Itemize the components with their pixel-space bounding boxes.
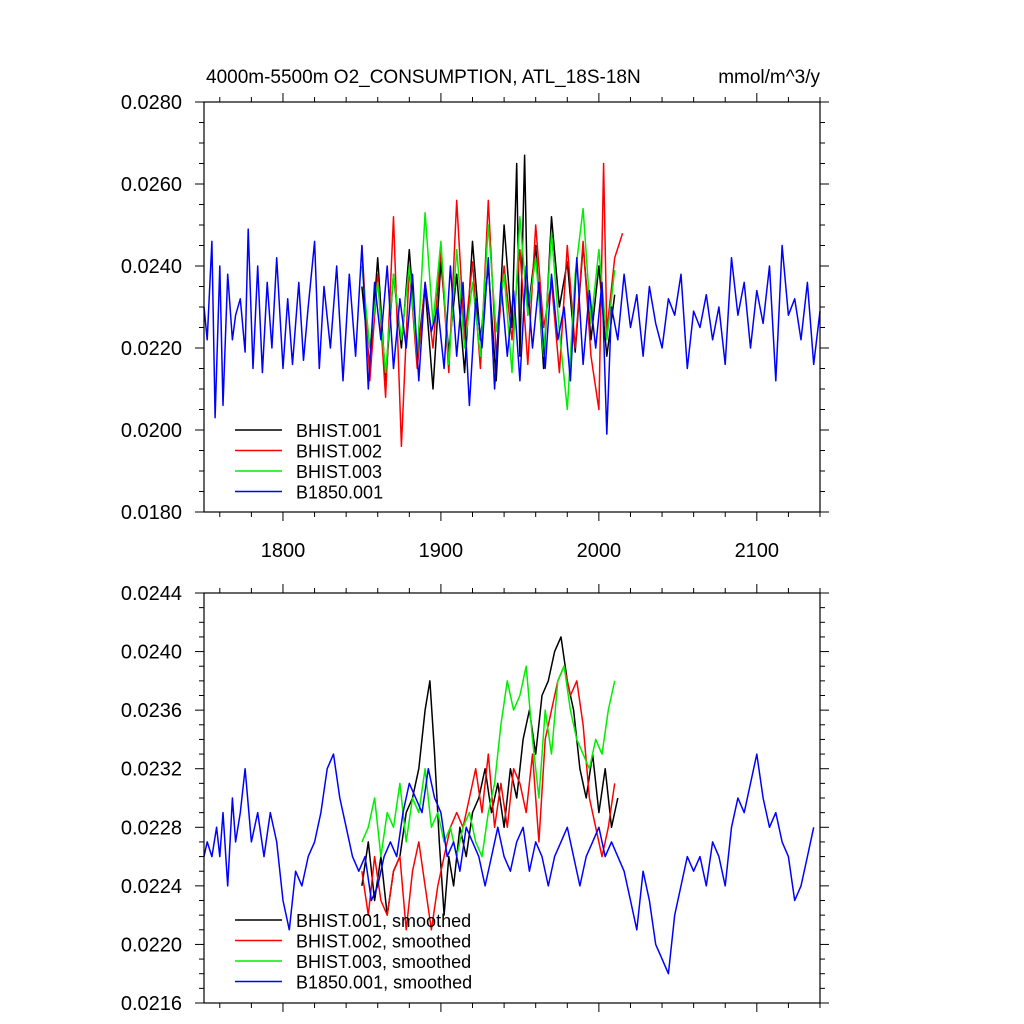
legend-label-3: B1850.001, smoothed — [296, 973, 472, 993]
y-tick-label: 0.0200 — [121, 420, 182, 442]
legend-label-2: BHIST.003 — [296, 462, 382, 482]
top-panel-title: 4000m-5500m O2_CONSUMPTION, ATL_18S-18N — [206, 67, 641, 88]
series-line-2 — [361, 665, 616, 858]
top-plot-frame — [203, 101, 821, 513]
bottom-plot-frame — [203, 592, 821, 1004]
y-tick-label: 0.0224 — [121, 876, 182, 898]
x-tick-label: 1800 — [261, 540, 306, 562]
top-panel-units: mmol/m^3/y — [718, 67, 820, 88]
legend-label-0: BHIST.001, smoothed — [296, 911, 471, 931]
top-panel: 4000m-5500m O2_CONSUMPTION, ATL_18S-18N … — [121, 67, 829, 562]
y-tick-label: 0.0236 — [121, 700, 182, 722]
series-line-1 — [361, 665, 616, 931]
y-tick-label: 0.0228 — [121, 817, 182, 839]
legend-label-1: BHIST.002 — [296, 442, 382, 462]
y-tick-label: 0.0260 — [121, 174, 182, 196]
x-tick-label: 2100 — [735, 540, 780, 562]
y-tick-label: 0.0180 — [121, 502, 182, 524]
y-tick-label: 0.0280 — [121, 92, 182, 114]
series-line-2 — [361, 207, 616, 411]
y-tick-label: 0.0216 — [121, 993, 182, 1015]
top-axis-layer: 0.0180 0.0200 0.0220 0.0240 0.0260 0.0280 1800… — [121, 92, 829, 562]
legend-label-2: BHIST.003, smoothed — [296, 952, 471, 972]
series-line-0 — [361, 636, 619, 916]
y-tick-label: 0.0240 — [121, 642, 182, 664]
top-series-layer — [203, 154, 821, 448]
bottom-panel: 0.0216 0.0220 0.0224 0.0228 0.0232 0.0236 0.02… — [121, 583, 829, 1015]
y-tick-label: 0.0220 — [121, 338, 182, 360]
legend-label-1: BHIST.002, smoothed — [296, 932, 471, 952]
bottom-axis-layer: 0.0216 0.0220 0.0224 0.0228 0.0232 0.0236 0.02… — [121, 583, 829, 1015]
bottom-series-layer — [203, 636, 815, 975]
x-tick-label: 1900 — [419, 540, 464, 562]
legend-label-0: BHIST.001 — [296, 421, 382, 441]
series-line-3 — [203, 753, 815, 975]
legend-label-3: B1850.001 — [296, 483, 383, 503]
y-tick-label: 0.0220 — [121, 934, 182, 956]
x-tick-label: 2000 — [577, 540, 622, 562]
y-tick-label: 0.0232 — [121, 759, 182, 781]
series-line-3 — [203, 228, 821, 435]
y-tick-label: 0.0244 — [121, 583, 182, 605]
series-line-0 — [361, 154, 616, 390]
y-tick-label: 0.0240 — [121, 256, 182, 278]
